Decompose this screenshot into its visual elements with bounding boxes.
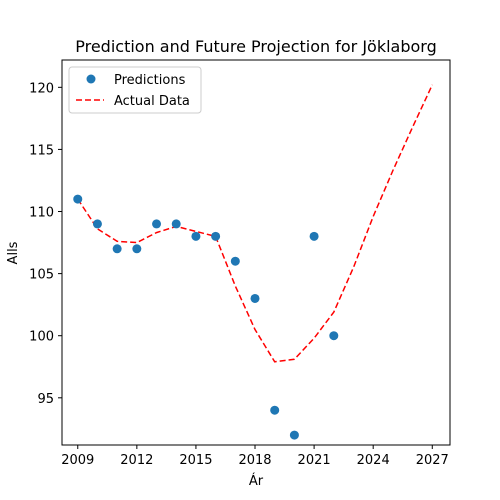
y-tick-label: 105 xyxy=(29,268,54,283)
axes-frame xyxy=(61,59,451,446)
y-tick-label: 120 xyxy=(29,81,54,96)
prediction-point xyxy=(171,219,181,229)
legend: Predictions Actual Data xyxy=(68,66,202,114)
prediction-point xyxy=(73,194,83,204)
axis-ticks: 2009 2012 2015 2018 2021 2024 2027 95 100 105 110 1… xyxy=(29,81,449,468)
plot-area xyxy=(73,84,433,440)
y-tick-label: 100 xyxy=(29,330,54,345)
prediction-point xyxy=(270,405,280,415)
prediction-point xyxy=(309,231,319,241)
x-axis-title: Ár xyxy=(249,473,264,489)
x-tick-label: 2009 xyxy=(61,453,94,468)
x-tick-label: 2024 xyxy=(357,453,390,468)
y-tick-label: 115 xyxy=(29,143,54,158)
y-tick-label: 110 xyxy=(29,206,54,221)
legend-predictions-marker xyxy=(86,74,96,84)
prediction-point xyxy=(92,219,102,229)
y-axis-title: Alls xyxy=(6,241,21,264)
prediction-point xyxy=(230,256,240,266)
prediction-point xyxy=(112,244,122,254)
prediction-point xyxy=(132,244,142,254)
y-tick-label: 95 xyxy=(37,392,54,407)
prediction-point xyxy=(191,231,201,241)
x-tick-label: 2021 xyxy=(298,453,331,468)
x-tick-label: 2018 xyxy=(238,453,271,468)
prediction-point xyxy=(250,293,260,303)
prediction-point xyxy=(329,331,339,341)
x-tick-label: 2027 xyxy=(416,453,449,468)
x-tick-label: 2012 xyxy=(120,453,153,468)
chart-title: Prediction and Future Projection for Jök… xyxy=(75,37,437,56)
x-tick-label: 2015 xyxy=(179,453,212,468)
prediction-point xyxy=(289,430,299,440)
legend-box xyxy=(68,66,202,114)
legend-predictions-label: Predictions xyxy=(114,73,186,88)
prediction-point xyxy=(211,231,221,241)
legend-actual-data-label: Actual Data xyxy=(114,94,190,109)
prediction-point xyxy=(152,219,162,229)
actual-data-line xyxy=(77,84,433,363)
